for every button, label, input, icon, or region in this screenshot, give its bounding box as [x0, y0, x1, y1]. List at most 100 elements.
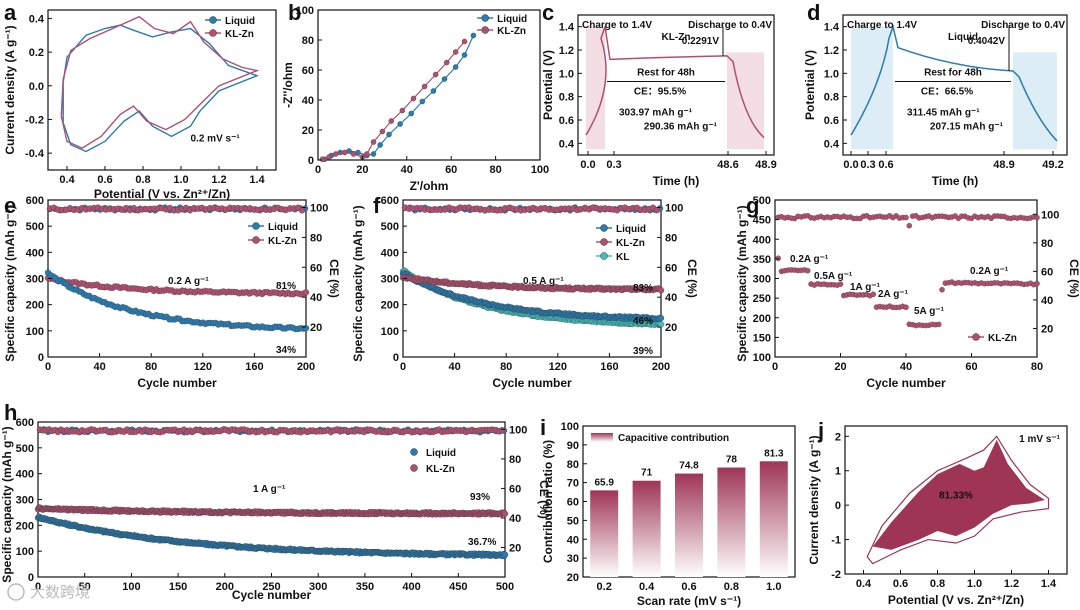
discharge-label: Discharge to 0.4V — [981, 20, 1065, 31]
y-tick-label: 1.4 — [824, 22, 840, 34]
legend-marker — [600, 238, 608, 246]
rate-annotation: 1 A g⁻¹ — [253, 484, 286, 495]
scan-rate-annotation: 0.2 mV s⁻¹ — [191, 133, 241, 144]
watermark: 大数跨境 — [7, 583, 90, 601]
retention-liquid: 34% — [276, 345, 296, 356]
rate-point — [1034, 280, 1040, 287]
y2-tick-label: 40 — [1041, 295, 1053, 307]
y-tick-label: 250 — [753, 293, 771, 305]
rate-label-1: 0.5A g⁻¹ — [814, 271, 853, 282]
bar-0.6 — [675, 473, 703, 577]
discharge-region — [727, 52, 764, 150]
y-axis-title: Potential (V) — [541, 50, 555, 120]
y-tick-label: 1.4 — [559, 22, 575, 34]
x-tick-label: 250 — [262, 581, 280, 593]
x-tick-label: 1.4 — [1041, 578, 1057, 590]
nyquist-point — [388, 118, 395, 124]
y-tick-label: 0.8 — [824, 92, 839, 104]
y-tick-label: 2 — [835, 431, 841, 443]
x-tick-label: 100 — [531, 164, 549, 176]
y2-tick-label: 100 — [509, 424, 527, 436]
y2-tick-label: 40 — [665, 292, 677, 304]
x-tick-label: 0 — [315, 164, 321, 176]
x-tick-label: 40 — [900, 361, 912, 373]
x-axis-title: Scan rate (mV s⁻¹) — [637, 594, 741, 608]
ce-point — [498, 427, 506, 434]
capacity-point-liquid — [302, 324, 310, 332]
x-tick-label: 0.6 — [878, 159, 893, 171]
nyquist-point — [470, 32, 477, 39]
y-tick-label: 200 — [26, 300, 44, 312]
y-tick-label: 300 — [26, 274, 44, 286]
y-tick-label: 20 — [567, 572, 579, 584]
rate-annotation: 0.2 A g⁻¹ — [168, 276, 209, 287]
panel-label: f — [373, 193, 381, 218]
x-tick-label: 80 — [1031, 361, 1043, 373]
y-tick-label: 1.0 — [824, 68, 839, 80]
y-tick-label: 80 — [567, 459, 579, 471]
panel-a-frame — [47, 9, 277, 171]
bar-value-label: 65.9 — [594, 477, 614, 488]
legend-label: KL-Zn — [497, 26, 526, 37]
panel-d-frame — [842, 14, 1068, 156]
legend-marker — [252, 222, 260, 230]
x-tick-label: 400 — [402, 581, 420, 593]
x-tick-label: 48.6 — [717, 159, 738, 171]
y2-axis-title: CE (%) — [1067, 259, 1080, 298]
capacity-point-liquid — [501, 551, 509, 558]
panel-a: 0.4 0.6 0.8 1.0 1.2 1.4 -0.4 -0.2 0.0 0.2 0.4 Poten… — [3, 0, 277, 201]
panel-f: 0 40 80 120 160 200 0 100 200 300 400 500 600 20 40 60 8… — [351, 193, 699, 390]
rate-label-3: 2A g⁻¹ — [878, 289, 909, 300]
y-tick-label: -0.2 — [25, 114, 44, 126]
x-axis-title: Potential (V vs. Zn²⁺/Zn) — [94, 187, 230, 201]
nyquist-point — [399, 107, 406, 114]
y-tick-label: 100 — [26, 326, 44, 338]
nyquist-point — [397, 121, 403, 127]
rate-point — [939, 286, 945, 293]
cv-curve-kl-zn — [60, 15, 260, 149]
y-tick-label: -2 — [831, 569, 841, 581]
ce-label: CE：95.5% — [634, 86, 686, 97]
material-label: KL-Zn — [662, 32, 691, 43]
y-tick-label: 600 — [16, 417, 34, 429]
x-tick-label: 1.0 — [173, 174, 188, 186]
x-tick-label: 0.6 — [893, 578, 908, 590]
x-axis-title: Cycle number — [137, 376, 217, 390]
panel-h: 0 50 100 150 200 250 300 350 400 450 500 0 100 200 300… — [0, 400, 551, 602]
y-tick-label: 450 — [753, 215, 771, 227]
panel-j: 0.4 0.6 0.8 1.0 1.2 1.4 -2 -1 0 1 2 1 mV s⁻¹ 81.33% P… — [807, 418, 1068, 607]
y-tick-label: 40 — [567, 534, 579, 546]
charge-region — [851, 26, 893, 150]
nyquist-point — [379, 128, 386, 135]
x-axis-title: Cycle number — [492, 376, 572, 390]
y-tick-label: 100 — [296, 5, 314, 17]
rate-label-4: 5A g⁻¹ — [914, 306, 945, 317]
y-tick-label: 200 — [753, 313, 771, 325]
x-axis-title: Potential (V vs. Zn²⁺/Zn) — [888, 593, 1024, 607]
x-tick-label: 40 — [401, 164, 413, 176]
discharge-capacity: 207.15 mAh g⁻¹ — [930, 121, 1004, 132]
y-tick-label: 300 — [381, 274, 399, 286]
nyquist-point — [419, 98, 426, 105]
nyquist-point — [386, 131, 392, 138]
y-tick-label: 600 — [381, 195, 399, 207]
legend-marker — [252, 236, 260, 244]
capacitive-percent: 81.33% — [939, 490, 973, 501]
y-tick-label: 60 — [567, 497, 579, 509]
x-tick-label: 1.2 — [211, 174, 226, 186]
y2-tick-label: 20 — [665, 322, 677, 334]
charge-capacity: 303.97 mAh g⁻¹ — [619, 107, 693, 118]
nyquist-point — [461, 52, 468, 58]
y-axis-title: Specific capacity (mAh g⁻¹) — [351, 205, 365, 361]
legend-label: Liquid — [225, 16, 255, 27]
legend-label: Liquid — [268, 222, 298, 233]
discharge-capacity: 290.36 mAh g⁻¹ — [644, 121, 718, 132]
capacity-point-kl — [657, 321, 665, 328]
legend-marker — [972, 333, 980, 341]
y2-tick-label: 60 — [665, 262, 677, 274]
retention-klzn: 81% — [276, 281, 296, 292]
voltage-curve — [850, 23, 1058, 142]
panel-b-frame — [317, 9, 541, 161]
y-axis-title: Current density (A g⁻¹) — [807, 435, 821, 564]
